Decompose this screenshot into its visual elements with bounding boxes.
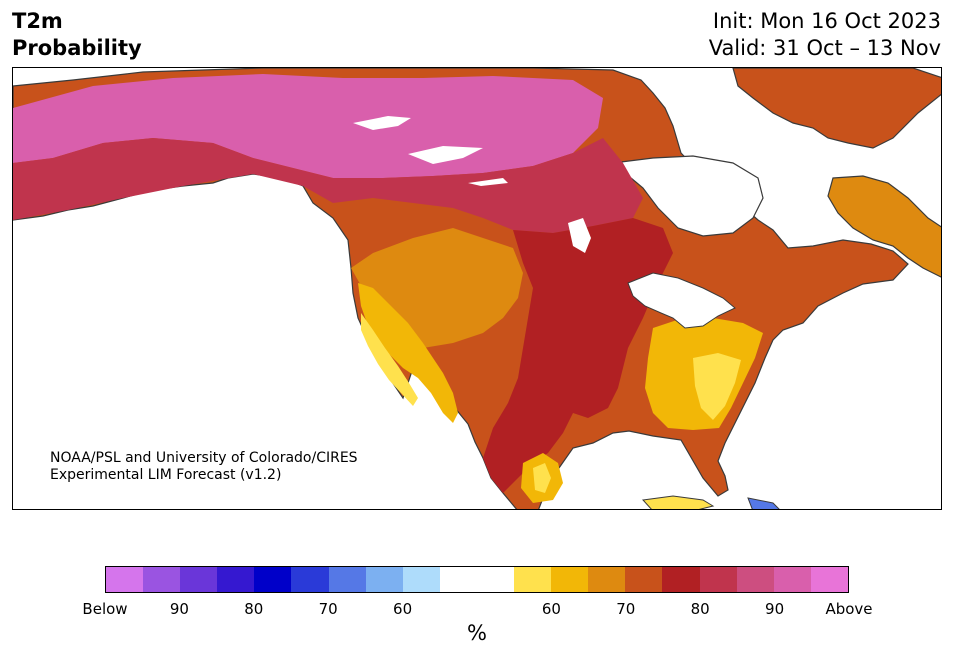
credit-line-2: Experimental LIM Forecast (v1.2) [50, 467, 282, 483]
colorbar-cell [551, 567, 589, 592]
colorbar-cell [254, 567, 292, 592]
map-title: T2m Probability [12, 8, 142, 62]
colorbar-cell [625, 567, 663, 592]
colorbar-cell [810, 567, 848, 592]
colorbar-cell [476, 567, 515, 592]
colorbar-tick-label: 90 [169, 600, 189, 618]
colorbar-tick-label: Above [825, 600, 873, 618]
credit-text: NOAA/PSL and University of Colorado/CIRE… [50, 450, 358, 484]
zone-above-60-west [358, 283, 458, 423]
colorbar-cell [180, 567, 218, 592]
colorbar-tick-label: 90 [765, 600, 785, 618]
colorbar-tick-label: 70 [616, 600, 636, 618]
colorbar-tick-label: 80 [244, 600, 264, 618]
caribbean-below [747, 497, 780, 509]
hudson-bay [611, 155, 764, 237]
colorbar-cell [662, 567, 700, 592]
colorbar-tick-label: 80 [690, 600, 710, 618]
colorbar-tick-label: 70 [318, 600, 338, 618]
colorbar-cell [291, 567, 329, 592]
forecast-dates: Init: Mon 16 Oct 2023 Valid: 31 Oct – 13… [709, 8, 941, 62]
zone-above-50-southeast [693, 353, 741, 420]
colorbar-tick-label: 60 [393, 600, 413, 618]
colorbar-cell [143, 567, 181, 592]
colorbar-cell [736, 567, 774, 592]
colorbar-cell [217, 567, 255, 592]
probability-map [13, 68, 941, 509]
zone-above-80 [13, 138, 643, 233]
colorbar-cell [588, 567, 626, 592]
arctic-lake-4 [568, 218, 591, 253]
title-line-1: T2m [12, 9, 63, 33]
arctic-lake-2 [408, 146, 483, 164]
colorbar-cell [402, 567, 440, 592]
land-labrador [827, 175, 941, 278]
arctic-lake-3 [468, 178, 508, 186]
great-lakes [627, 272, 736, 329]
credit-line-1: NOAA/PSL and University of Colorado/CIRE… [50, 450, 358, 466]
zone-above-50-coast [361, 313, 418, 406]
colorbar-tick-label: 60 [541, 600, 561, 618]
colorbar-cell [699, 567, 737, 592]
forecast-map: NOAA/PSL and University of Colorado/CIRE… [12, 67, 942, 510]
init-date: Init: Mon 16 Oct 2023 [712, 9, 941, 33]
colorbar-tick-label: Below [82, 600, 128, 618]
land-northeast-canada [732, 68, 941, 149]
colorbar-unit: % [467, 621, 487, 645]
zone-above-80-central [483, 218, 673, 493]
colorbar-cell [328, 567, 366, 592]
arctic-lake-1 [353, 116, 411, 130]
colorbar-cell [365, 567, 403, 592]
colorbar-cell [773, 567, 811, 592]
colorbar-cell [106, 567, 144, 592]
valid-period: Valid: 31 Oct – 13 Nov [708, 36, 941, 60]
colorbar [105, 566, 849, 593]
colorbar-cell [439, 567, 477, 592]
zone-mexico-core [533, 463, 551, 493]
cuba [641, 495, 715, 509]
title-line-2: Probability [12, 36, 142, 60]
colorbar-cell [514, 567, 552, 592]
